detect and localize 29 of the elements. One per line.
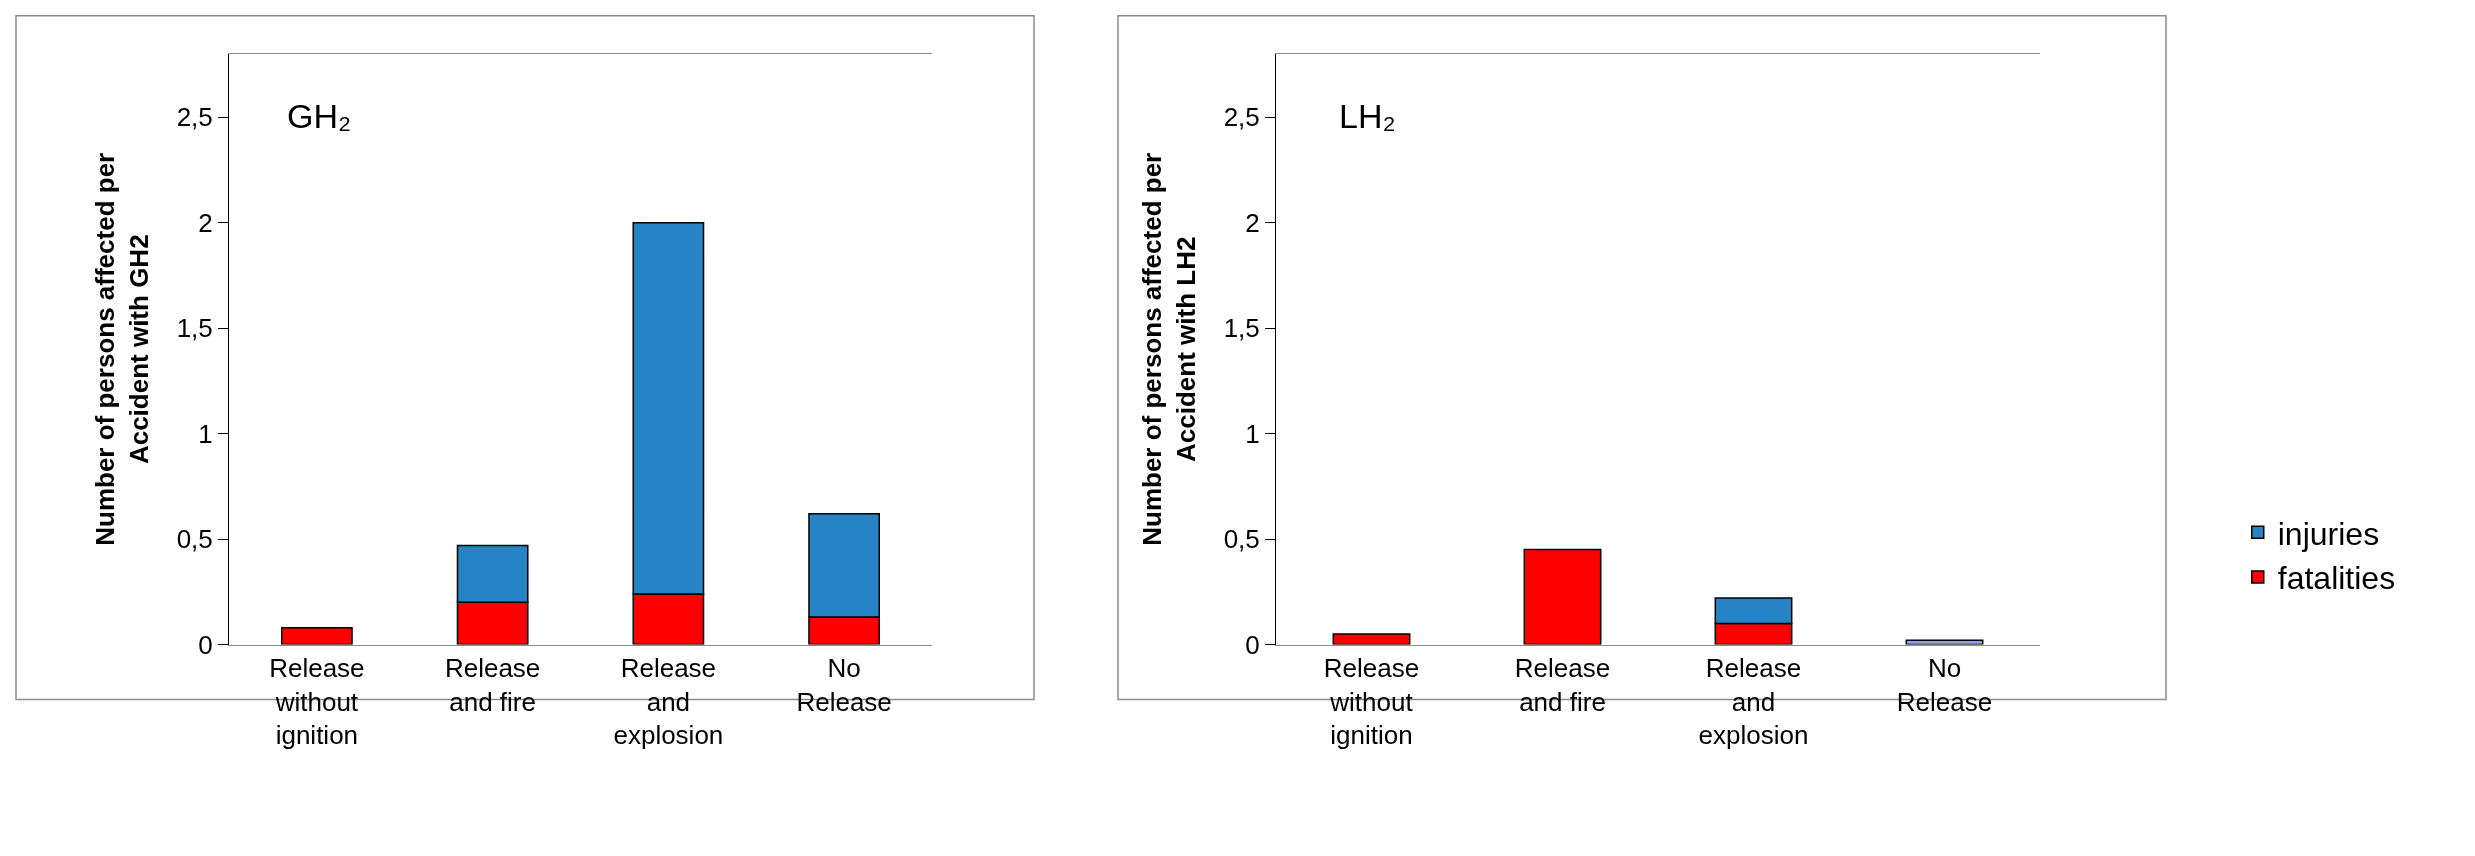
y-tick-label: 2,5 (176, 102, 213, 133)
legend-label: fatalities (2277, 560, 2396, 597)
y-tick-label: 1,5 (176, 313, 213, 344)
x-tick-label: Release and fire (444, 652, 541, 717)
x-tick-label: Release without ignition (269, 652, 365, 751)
y-tick-label: 1 (1245, 418, 1260, 449)
y-tick-label: 0,5 (1223, 524, 1260, 555)
y-tick-label: 0,5 (176, 524, 213, 555)
x-tick-label: No Release (796, 652, 892, 717)
bar (280, 626, 353, 645)
y-tick-label: 2,5 (1223, 102, 1260, 133)
y-tick-label: 1,5 (1223, 313, 1260, 344)
y-tick-label: 0 (198, 629, 213, 660)
y-axis-title: Number of persons affected per Accident with LH2 (1137, 152, 1202, 546)
x-tick-label: Release and explosion (1698, 652, 1809, 751)
y-tick-label: 2 (198, 207, 213, 238)
y-tick-label: 1 (198, 418, 213, 449)
x-tick-label: Release without ignition (1323, 652, 1420, 751)
bar (1332, 633, 1411, 645)
text: LH₂ (1339, 97, 1396, 135)
y-axis-title: Number of persons affected per Accident with GH2 (90, 152, 155, 546)
x-tick-label: No Release (1896, 652, 1993, 717)
text: GH₂ (287, 97, 352, 135)
y-tick-label: 2 (1245, 207, 1260, 238)
legend-label: injuries (2277, 515, 2380, 552)
y-tick-label: 0 (1245, 629, 1260, 660)
x-tick-label: Release and fire (1514, 652, 1611, 717)
bar (1523, 548, 1602, 645)
x-tick-label: Release and explosion (613, 652, 724, 751)
